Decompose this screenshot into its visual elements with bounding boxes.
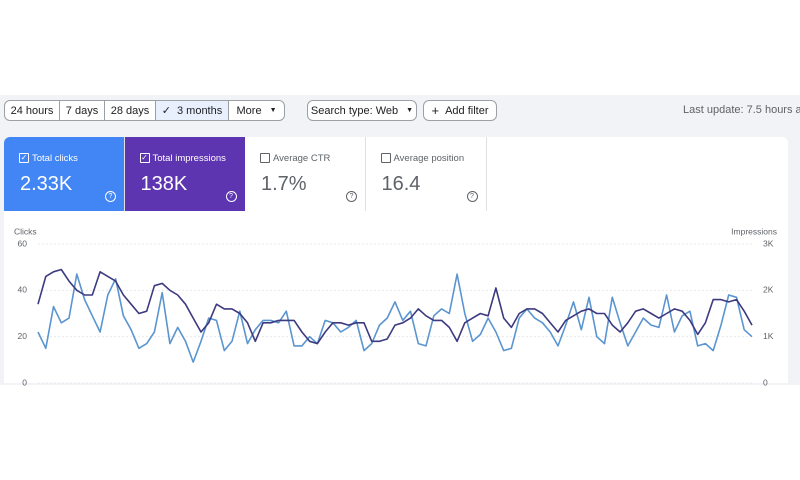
metric-value: 1.7% [261, 173, 307, 195]
dropdown-icon: ▼ [406, 107, 414, 114]
y-axis-label: Clicks [14, 226, 37, 236]
help-icon: ? [105, 191, 116, 202]
y-tick-label: 60 [18, 238, 28, 248]
range-button[interactable]: 28 days [104, 100, 156, 121]
metric-card[interactable]: ✓ Total impressions 138K? [124, 137, 246, 211]
metric-label: Average CTR [273, 153, 331, 164]
y-tick-label: 0 [22, 377, 27, 387]
y2-tick-label: 3K [763, 238, 774, 248]
series-line [37, 273, 753, 363]
metric-value: 16.4 [381, 173, 421, 195]
range-button[interactable]: More ▼ [228, 100, 285, 121]
metric-card[interactable]: Average position 16.4? [365, 137, 487, 211]
help-icon: ? [346, 191, 357, 202]
metric-label: Total impressions [152, 153, 226, 164]
metric-label: Average position [393, 153, 465, 164]
help-icon: ? [225, 191, 237, 202]
dropdown-icon: ▼ [269, 107, 277, 114]
metric-value: 2.33K [20, 173, 73, 195]
search-type-button[interactable]: Search type: Web ▼ [307, 100, 417, 121]
checkbox[interactable] [380, 153, 391, 163]
check-icon: ✓ [161, 105, 171, 117]
checkbox[interactable]: ✓ [139, 153, 150, 163]
y2-axis-label: Impressions [731, 226, 777, 236]
series-line [37, 268, 753, 345]
help-icon: ? [466, 191, 478, 202]
range-button[interactable]: ✓ 3 months [155, 100, 229, 121]
checkbox[interactable]: ✓ [19, 153, 29, 163]
y2-tick-label: 0 [763, 377, 768, 387]
plus-icon: + [431, 103, 440, 118]
metric-label: Total clicks [32, 153, 78, 164]
metric-card[interactable]: Average CTR 1.7%? [245, 137, 366, 211]
checkbox[interactable] [260, 153, 270, 163]
y-tick-label: 40 [18, 285, 28, 295]
add-filter-button[interactable]: + Add filter [423, 100, 497, 121]
range-button[interactable]: 7 days [59, 100, 105, 121]
last-update: Last update: 7.5 hours ago [683, 104, 800, 116]
metric-value: 138K [140, 173, 188, 195]
y2-tick-label: 2K [763, 285, 774, 295]
y2-tick-label: 1K [763, 331, 774, 341]
y-tick-label: 20 [18, 331, 28, 341]
